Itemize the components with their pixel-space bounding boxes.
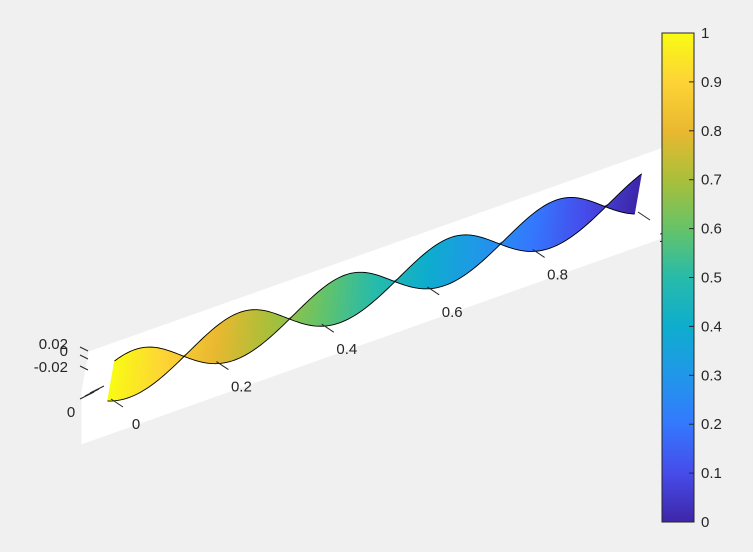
surface-patch: [371, 273, 375, 304]
x-tick-label: 0.6: [442, 304, 463, 321]
x-tick-label: 0.4: [336, 341, 357, 358]
colorbar-tick-label: 0.2: [701, 416, 722, 433]
colorbar-tick-label: 0.3: [701, 367, 722, 384]
z-tick-label: 0.02: [39, 336, 68, 353]
y-tick: [89, 385, 105, 394]
colorbar-tick-label: 0.4: [701, 318, 722, 335]
x-tick: [637, 211, 651, 221]
surface-edge: [107, 173, 642, 402]
z-tick: [79, 354, 89, 360]
colorbar-tick-label: 0.5: [701, 270, 722, 287]
surface-patch: [476, 235, 481, 267]
x-tick-label: 0: [132, 416, 140, 433]
colorbar-tick-label: 0.9: [701, 74, 722, 91]
colorbar-scale: [661, 32, 695, 523]
surface-patch: [160, 348, 164, 379]
x-tick: [216, 361, 229, 371]
x-tick: [110, 398, 124, 408]
y-axis: 0: [67, 385, 105, 421]
z-tick: [79, 365, 89, 371]
colorbar-tick-label: 0: [701, 514, 709, 531]
x-tick-label: 0.2: [231, 379, 252, 396]
x-tick: [532, 248, 545, 258]
colorbar: 0 0.1 0.2 0.3 0.4 0.5 0.6 0.7 0.8 0.9 1: [661, 25, 722, 531]
colorbar-tick-label: 0.7: [701, 172, 722, 189]
surface-patch: [265, 310, 270, 342]
x-tick-label: 0.8: [547, 266, 568, 283]
x-tick: [426, 286, 440, 296]
colorbar-tick-label: 0.1: [701, 465, 722, 482]
colorbar-tick-label: 0.8: [701, 123, 722, 140]
z-tick-label: -0.02: [34, 359, 68, 376]
y-tick-label: 0: [67, 404, 75, 421]
x-tick: [321, 323, 335, 333]
colorbar-tick-label: 1: [701, 25, 709, 42]
surface-edge: [114, 197, 635, 365]
x-axis: 00.20.40.60.81: [110, 211, 667, 433]
z-tick: [79, 346, 89, 352]
colorbar-tick-label: 0.6: [701, 221, 722, 238]
z-tick-label: 0: [60, 343, 68, 360]
surface-patch: [582, 198, 586, 230]
